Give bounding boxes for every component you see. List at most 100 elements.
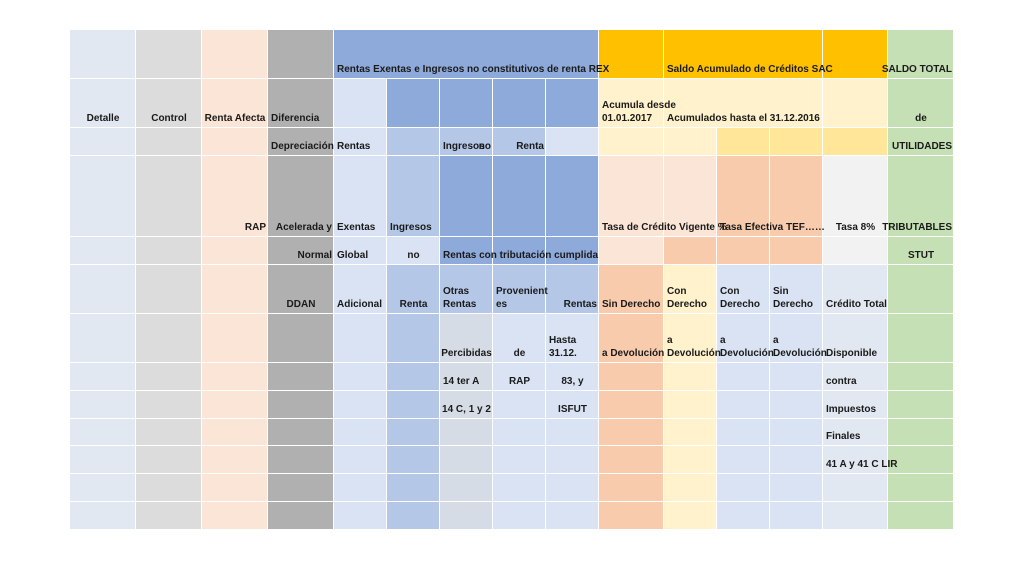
table-cell[interactable] <box>888 391 954 419</box>
table-cell[interactable] <box>599 363 664 391</box>
table-cell[interactable] <box>440 363 493 391</box>
table-cell[interactable] <box>770 128 823 156</box>
table-cell[interactable] <box>546 79 599 128</box>
table-cell[interactable] <box>136 30 202 79</box>
table-cell[interactable] <box>599 128 664 156</box>
table-cell[interactable] <box>202 156 268 237</box>
table-cell[interactable] <box>70 474 136 502</box>
table-cell[interactable] <box>268 391 334 419</box>
table-cell[interactable] <box>717 265 770 314</box>
table-cell[interactable] <box>770 314 823 363</box>
table-cell[interactable] <box>202 363 268 391</box>
table-cell[interactable] <box>546 502 599 530</box>
table-cell[interactable] <box>387 237 440 265</box>
table-cell[interactable] <box>268 314 334 363</box>
table-cell[interactable] <box>888 502 954 530</box>
sac-title-cell[interactable] <box>664 30 823 79</box>
table-cell[interactable] <box>136 391 202 419</box>
table-cell[interactable] <box>493 314 546 363</box>
table-cell[interactable] <box>334 265 387 314</box>
table-cell[interactable] <box>493 474 546 502</box>
table-cell[interactable] <box>136 156 202 237</box>
table-cell[interactable] <box>268 156 334 237</box>
table-cell[interactable] <box>888 419 954 446</box>
table-cell[interactable] <box>387 363 440 391</box>
table-cell[interactable] <box>136 419 202 446</box>
table-cell[interactable] <box>888 474 954 502</box>
table-cell[interactable] <box>546 363 599 391</box>
sac-header-cell[interactable] <box>599 30 664 79</box>
table-cell[interactable] <box>770 363 823 391</box>
table-cell[interactable] <box>70 265 136 314</box>
table-cell[interactable] <box>202 79 268 128</box>
table-cell[interactable] <box>387 265 440 314</box>
table-cell[interactable] <box>268 128 334 156</box>
table-cell[interactable] <box>664 391 717 419</box>
table-cell[interactable] <box>717 314 770 363</box>
table-cell[interactable] <box>387 446 440 474</box>
table-cell[interactable] <box>664 474 717 502</box>
table-cell[interactable] <box>770 265 823 314</box>
table-cell[interactable] <box>440 474 493 502</box>
table-cell[interactable] <box>387 419 440 446</box>
table-cell[interactable] <box>717 446 770 474</box>
table-cell[interactable] <box>136 265 202 314</box>
table-cell[interactable] <box>268 30 334 79</box>
table-cell[interactable] <box>546 265 599 314</box>
table-cell[interactable] <box>546 314 599 363</box>
table-cell[interactable] <box>268 502 334 530</box>
table-cell[interactable] <box>770 391 823 419</box>
table-cell[interactable] <box>599 446 664 474</box>
table-cell[interactable] <box>493 391 546 419</box>
sac-header-cell[interactable] <box>823 30 888 79</box>
table-cell[interactable] <box>136 363 202 391</box>
table-cell[interactable] <box>823 502 888 530</box>
table-cell[interactable] <box>268 474 334 502</box>
table-cell[interactable] <box>664 128 717 156</box>
table-cell[interactable] <box>202 265 268 314</box>
table-cell[interactable] <box>717 391 770 419</box>
table-cell[interactable] <box>334 474 387 502</box>
table-cell[interactable] <box>387 502 440 530</box>
table-cell[interactable] <box>334 314 387 363</box>
table-cell[interactable] <box>334 237 387 265</box>
table-cell[interactable] <box>888 79 954 128</box>
table-cell[interactable] <box>664 446 717 474</box>
table-cell[interactable] <box>770 474 823 502</box>
table-cell[interactable] <box>334 446 387 474</box>
table-cell[interactable] <box>493 237 546 265</box>
table-cell[interactable] <box>717 156 770 237</box>
acumulados-hasta-cell[interactable] <box>664 79 823 128</box>
table-cell[interactable] <box>493 156 546 237</box>
table-cell[interactable] <box>546 391 599 419</box>
table-cell[interactable] <box>664 419 717 446</box>
table-cell[interactable] <box>888 30 954 79</box>
table-cell[interactable] <box>717 419 770 446</box>
table-cell[interactable] <box>440 419 493 446</box>
table-cell[interactable] <box>334 156 387 237</box>
table-cell[interactable] <box>136 79 202 128</box>
table-cell[interactable] <box>440 314 493 363</box>
table-cell[interactable] <box>202 128 268 156</box>
table-cell[interactable] <box>664 502 717 530</box>
table-cell[interactable] <box>888 128 954 156</box>
table-cell[interactable] <box>823 363 888 391</box>
table-cell[interactable] <box>440 446 493 474</box>
table-cell[interactable] <box>440 237 493 265</box>
table-cell[interactable] <box>717 363 770 391</box>
table-cell[interactable] <box>334 502 387 530</box>
table-cell[interactable] <box>599 265 664 314</box>
table-cell[interactable] <box>717 474 770 502</box>
table-cell[interactable] <box>546 156 599 237</box>
table-cell[interactable] <box>440 128 493 156</box>
table-cell[interactable] <box>387 128 440 156</box>
table-cell[interactable] <box>387 391 440 419</box>
table-cell[interactable] <box>387 156 440 237</box>
table-cell[interactable] <box>70 502 136 530</box>
table-cell[interactable] <box>268 419 334 446</box>
table-cell[interactable] <box>493 446 546 474</box>
table-cell[interactable] <box>823 156 888 237</box>
table-cell[interactable] <box>664 314 717 363</box>
table-cell[interactable] <box>493 502 546 530</box>
table-cell[interactable] <box>70 79 136 128</box>
